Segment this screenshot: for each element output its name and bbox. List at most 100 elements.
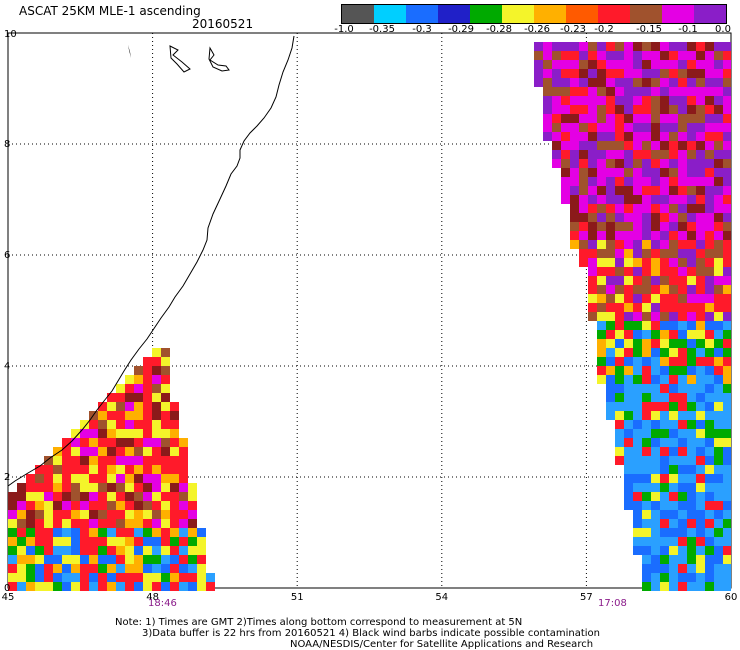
swath-cell: [687, 519, 696, 528]
swath-cell: [71, 438, 80, 447]
swath-cell: [633, 123, 642, 132]
swath-cell: [35, 564, 44, 573]
swath-cell: [705, 294, 714, 303]
swath-cell: [615, 42, 624, 51]
swath-cell: [606, 303, 615, 312]
swath-cell: [62, 555, 71, 564]
swath-cell: [624, 393, 633, 402]
swath-cell: [642, 51, 651, 60]
swath-cell: [579, 258, 588, 267]
swath-cell: [606, 177, 615, 186]
swath-cell: [71, 573, 80, 582]
swath-cell: [687, 573, 696, 582]
swath-cell: [170, 420, 179, 429]
swath-cell: [660, 105, 669, 114]
swath-cell: [687, 132, 696, 141]
swath-cell: [660, 330, 669, 339]
swath-cell: [714, 357, 723, 366]
swath-cell: [696, 87, 705, 96]
swath-cell: [570, 186, 579, 195]
swath-cell: [624, 357, 633, 366]
swath-cell: [660, 474, 669, 483]
swath-cell: [687, 312, 696, 321]
swath-cell: [714, 249, 723, 258]
swath-cell: [705, 357, 714, 366]
swath-cell: [606, 294, 615, 303]
swath-cell: [624, 105, 633, 114]
swath-cell: [53, 582, 62, 591]
swath-cell: [678, 393, 687, 402]
swath-cell: [143, 384, 152, 393]
swath-cell: [723, 357, 731, 366]
swath-cell: [669, 537, 678, 546]
swath-cell: [570, 150, 579, 159]
swath-cell: [633, 240, 642, 249]
swath-cell: [615, 132, 624, 141]
swath-cell: [687, 465, 696, 474]
swath-cell: [606, 186, 615, 195]
swath-cell: [696, 69, 705, 78]
swath-cell: [552, 87, 561, 96]
swath-cell: [71, 492, 80, 501]
swath-cell: [678, 285, 687, 294]
note-line-2: 3)Data buffer is 22 hrs from 20160521 4)…: [142, 628, 600, 639]
swath-cell: [678, 555, 687, 564]
swath-cell: [107, 456, 116, 465]
colorbar-label: -0.28: [486, 24, 512, 35]
swath-cell: [44, 519, 53, 528]
swath-cell: [714, 510, 723, 519]
swath-cell: [723, 447, 731, 456]
swath-cell: [579, 240, 588, 249]
swath-cell: [651, 258, 660, 267]
swath-cell: [723, 231, 731, 240]
swath-cell: [669, 240, 678, 249]
swath-cell: [71, 456, 80, 465]
swath-cell: [687, 528, 696, 537]
swath-cell: [62, 510, 71, 519]
swath-cell: [125, 501, 134, 510]
swath-cell: [579, 195, 588, 204]
swath-cell: [570, 87, 579, 96]
swath-cell: [633, 42, 642, 51]
swath-cell: [107, 510, 116, 519]
swath-cell: [125, 528, 134, 537]
swath-cell: [152, 348, 161, 357]
swath-cell: [152, 438, 161, 447]
swath-cell: [597, 186, 606, 195]
swath-cell: [624, 501, 633, 510]
swath-cell: [624, 78, 633, 87]
swath-cell: [687, 330, 696, 339]
swath-cell: [642, 312, 651, 321]
swath-cell: [98, 582, 107, 591]
swath-cell: [633, 177, 642, 186]
swath-cell: [170, 411, 179, 420]
swath-cell: [71, 519, 80, 528]
swath-cell: [696, 105, 705, 114]
swath-cell: [687, 177, 696, 186]
swath-cell: [71, 474, 80, 483]
swath-cell: [642, 105, 651, 114]
swath-cell: [678, 267, 687, 276]
swath-cell: [633, 285, 642, 294]
swath-cell: [678, 294, 687, 303]
swath-cell: [723, 312, 731, 321]
swath-cell: [80, 528, 89, 537]
swath-cell: [8, 573, 17, 582]
swath-cell: [678, 123, 687, 132]
swath-cell: [98, 456, 107, 465]
swath-cell: [152, 375, 161, 384]
swath-cell: [705, 429, 714, 438]
swath-cell: [179, 555, 188, 564]
swath-cell: [143, 447, 152, 456]
swath-cell: [660, 555, 669, 564]
swath-cell: [669, 519, 678, 528]
swath-cell: [179, 483, 188, 492]
swath-cell: [615, 213, 624, 222]
swath-cell: [714, 348, 723, 357]
swath-cell: [53, 510, 62, 519]
swath-cell: [651, 60, 660, 69]
swath-cell: [660, 96, 669, 105]
swath-cell: [615, 186, 624, 195]
swath-cell: [552, 114, 561, 123]
swath-cell: [125, 384, 134, 393]
